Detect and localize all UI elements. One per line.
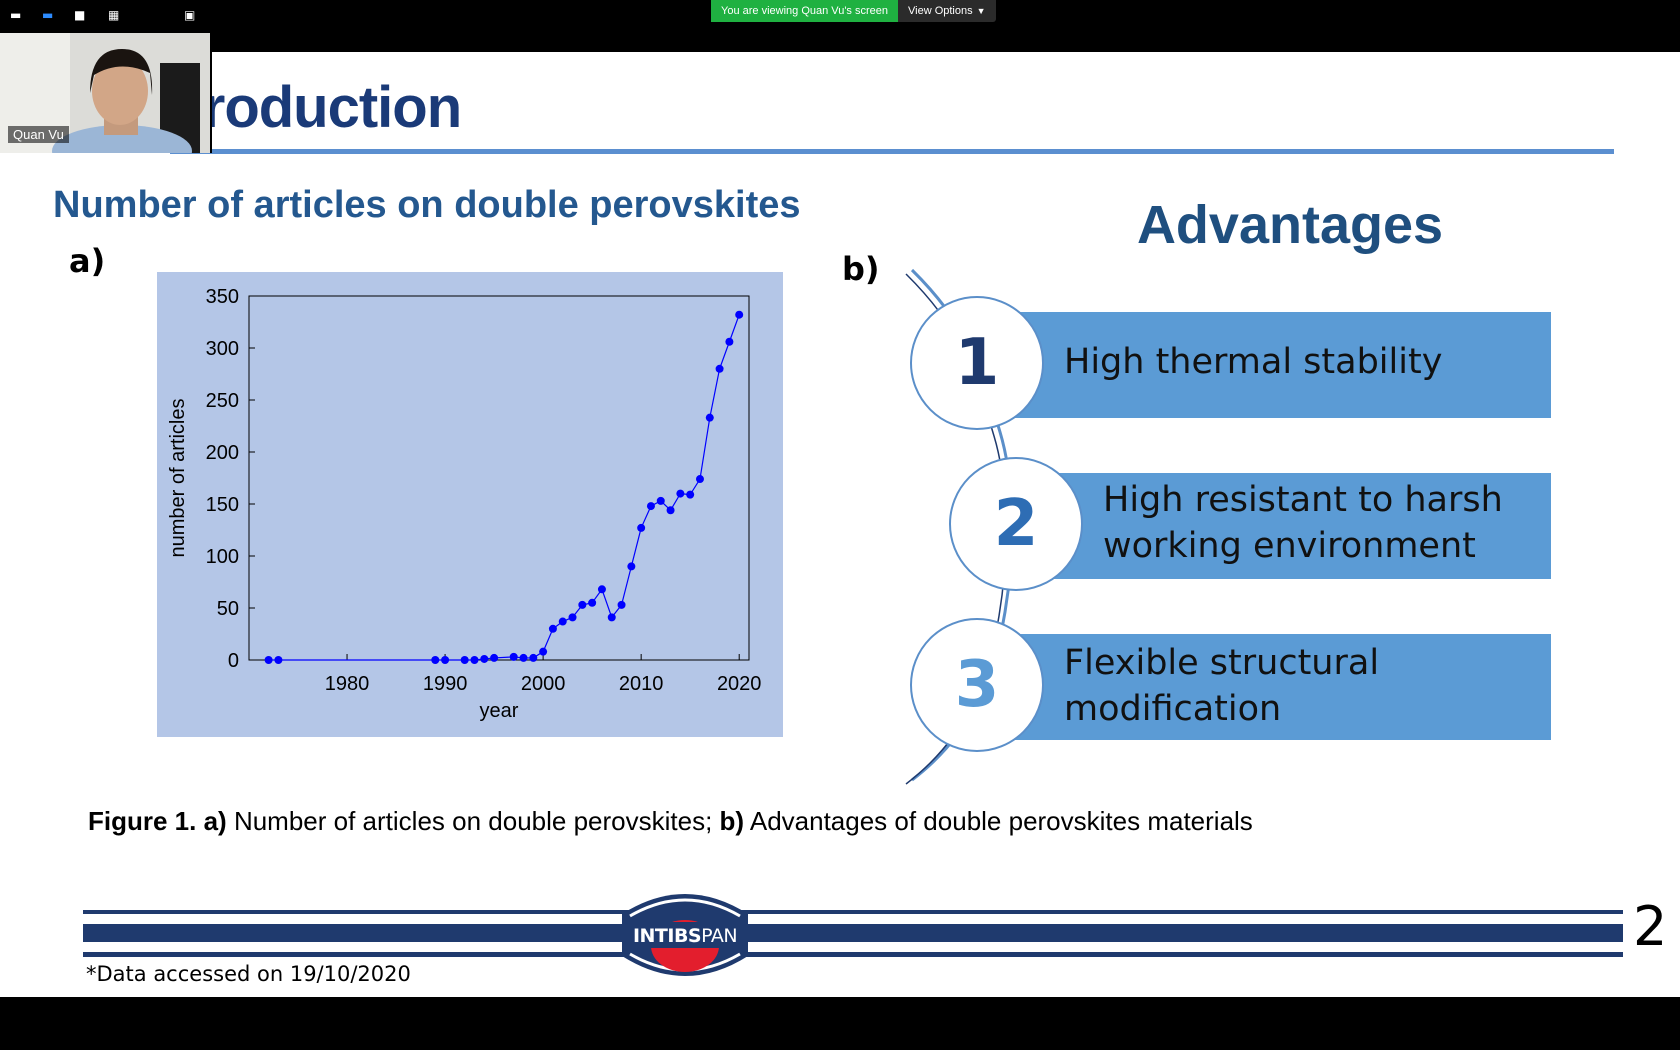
data-point (548, 624, 557, 633)
data-note: *Data accessed on 19/10/2020 (86, 962, 411, 986)
y-tick-label: 250 (206, 390, 239, 412)
data-point (735, 310, 744, 319)
advantage-number-3: 3 (910, 618, 1044, 752)
advantage-3-line-1: Flexible structural (1064, 643, 1380, 683)
advantage-number-1: 1 (910, 296, 1044, 430)
footer-stripe-top (83, 910, 1623, 914)
data-point (588, 598, 597, 607)
data-point (519, 653, 528, 662)
data-point (666, 506, 675, 515)
x-tick-label: 1990 (423, 673, 468, 695)
data-point (676, 489, 685, 498)
data-point (578, 600, 587, 609)
panel-b-label: b) (842, 250, 880, 288)
caption-a-text: Number of articles on double perovskites… (226, 806, 720, 836)
side-panel-icon[interactable]: ▣ (184, 8, 196, 22)
y-tick-label: 50 (217, 598, 239, 620)
viewing-screen-banner: You are viewing Quan Vu's screen (711, 0, 898, 22)
title-underline (170, 149, 1614, 154)
data-point (617, 600, 626, 609)
advantage-text-3: Flexible structural modification (1064, 640, 1379, 732)
y-tick-label: 200 (206, 442, 239, 464)
caption-b-text: Advantages of double perovskites materia… (744, 806, 1253, 836)
data-point (441, 656, 450, 664)
data-point (597, 585, 606, 594)
data-point (480, 654, 489, 663)
figure-caption: Figure 1. a) Number of articles on doubl… (88, 806, 1253, 837)
y-tick-label: 100 (206, 546, 239, 568)
data-point (725, 337, 734, 346)
y-tick-label: 300 (206, 338, 239, 360)
series-line (268, 314, 740, 661)
footer-stripe-bottom (83, 952, 1623, 957)
view-options-button[interactable]: View Options ▼ (898, 0, 996, 22)
y-tick-label: 0 (228, 650, 239, 672)
data-point (509, 652, 518, 661)
advantage-bar-1 (1015, 312, 1551, 418)
plot-area (248, 295, 750, 661)
data-point (686, 490, 695, 499)
intibspan-logo (622, 894, 748, 976)
data-point (470, 656, 479, 664)
data-point (646, 502, 655, 511)
y-tick-label: 150 (206, 494, 239, 516)
data-point (656, 496, 665, 505)
advantage-bar-3 (1015, 634, 1551, 740)
x-axis-label: year (480, 700, 519, 722)
advantage-2-line-2: working environment (1103, 526, 1476, 566)
panel-a-label: a) (69, 242, 106, 280)
y-tick-label: 350 (206, 286, 239, 308)
caption-b-label: b) (719, 806, 745, 836)
advantage-number-2: 2 (949, 457, 1083, 591)
x-tick-label: 2020 (717, 673, 762, 695)
advantage-bar-2 (1053, 473, 1551, 579)
data-point (539, 647, 548, 656)
data-point (490, 653, 499, 662)
advantage-1-line-1: High thermal stability (1064, 342, 1443, 382)
caption-figure-label: Figure 1. (88, 806, 197, 836)
data-point (431, 656, 440, 664)
data-point (274, 656, 283, 664)
chart-heading: Number of articles on double perovskites (53, 184, 801, 226)
shared-slide: ntroduction Number of articles on double… (0, 52, 1680, 997)
data-point (705, 413, 714, 422)
articles-chart: 0 50 100 150 200 250 300 350 1980 1990 2000 2010 202… (157, 272, 783, 737)
y-axis-label: number of articles (167, 399, 189, 558)
footer-stripe-middle (83, 924, 1623, 942)
advantage-2-line-1: High resistant to harsh (1103, 480, 1503, 520)
speaker-view-icon[interactable]: ▬ (42, 8, 54, 22)
x-tick-label: 2000 (521, 673, 566, 695)
footer-stripes (83, 910, 1623, 960)
zoom-top-bar: ▬ ▬ ■ ▦ ▣ You are viewing Quan Vu's scre… (0, 0, 1680, 52)
logo-text-part1: INTIBS (632, 925, 702, 947)
advantage-text-2: High resistant to harsh working environm… (1103, 477, 1503, 569)
participant-video-tile[interactable]: Quan Vu (0, 33, 212, 153)
caption-a-label: a) (203, 806, 227, 836)
advantages-heading: Advantages (1136, 195, 1444, 255)
x-tick-label: 2010 (619, 673, 664, 695)
slide-page-number: 2 (1633, 895, 1668, 958)
thumbnail-view-icon[interactable]: ■ (74, 8, 86, 22)
data-point (558, 617, 567, 626)
data-point (460, 656, 469, 664)
participant-name: Quan Vu (8, 126, 69, 143)
x-tick-label: 1980 (325, 673, 370, 695)
advantage-text-1: High thermal stability (1064, 339, 1442, 385)
chevron-down-icon: ▼ (976, 6, 986, 16)
logo-text: INTIBSPAN (628, 925, 742, 947)
chart-svg: 0 50 100 150 200 250 300 350 1980 1990 2000 2010 202… (167, 286, 762, 722)
data-point (637, 523, 646, 532)
gallery-view-icon[interactable]: ▦ (108, 8, 120, 22)
data-point (264, 656, 273, 664)
data-point (715, 364, 724, 373)
data-point (568, 613, 577, 622)
data-point (607, 613, 616, 622)
data-point (529, 653, 538, 662)
minimize-icon[interactable]: ▬ (10, 8, 22, 22)
logo-text-part2: PAN (701, 925, 738, 947)
data-point (695, 475, 704, 484)
view-options-label: View Options (908, 5, 973, 17)
data-point (627, 562, 636, 571)
advantage-3-line-2: modification (1064, 689, 1282, 729)
